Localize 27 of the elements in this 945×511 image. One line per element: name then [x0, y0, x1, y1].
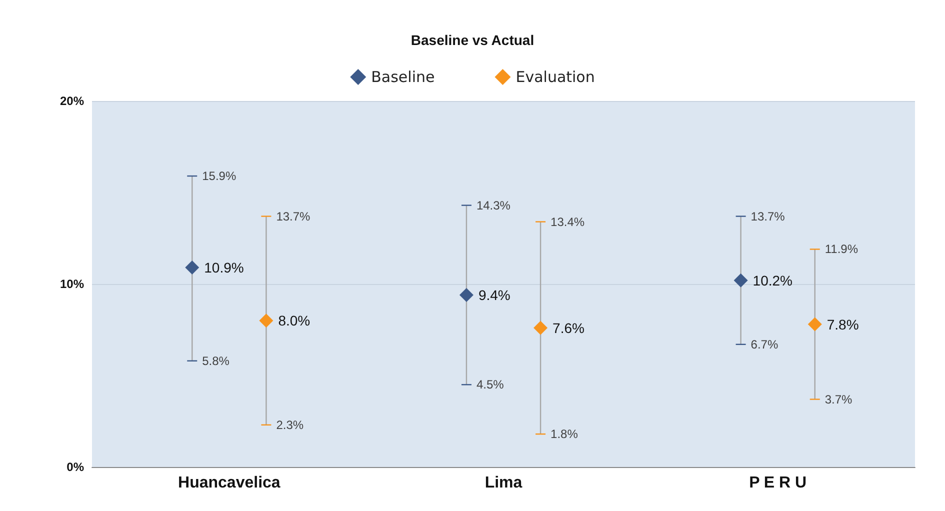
y-tick-label: 20%	[60, 94, 84, 108]
data-label: 7.8%	[826, 316, 859, 332]
annotation: 5.8%	[202, 354, 230, 368]
annotation: 2.3%	[276, 418, 304, 432]
data-label: 7.6%	[552, 320, 584, 336]
annotation: 11.9%	[824, 242, 858, 256]
annotation: 4.5%	[476, 378, 504, 392]
legend-label: Evaluation	[516, 68, 595, 86]
legend-label: Baseline	[371, 68, 435, 86]
data-label: 10.2%	[752, 272, 792, 288]
annotation: 15.9%	[202, 169, 236, 184]
data-label: 10.9%	[204, 260, 244, 276]
annotation: 1.8%	[550, 427, 578, 442]
x-tick-label: P E R U	[749, 474, 807, 492]
x-tick-label: Huancavelica	[178, 474, 280, 492]
y-tick-label: 0%	[66, 460, 84, 474]
annotation: 6.7%	[750, 337, 778, 352]
annotation: 13.7%	[276, 209, 311, 224]
annotation: 14.3%	[476, 198, 511, 212]
annotation: 3.7%	[824, 392, 853, 406]
annotation: 13.7%	[750, 209, 786, 224]
chart-title: Baseline vs Actual	[410, 32, 534, 48]
x-tick-label: Lima	[484, 474, 522, 492]
data-label: 9.4%	[478, 286, 510, 303]
y-tick-label: 10%	[60, 277, 84, 291]
data-label: 8.0%	[278, 312, 310, 329]
annotation: 13.4%	[550, 214, 585, 229]
